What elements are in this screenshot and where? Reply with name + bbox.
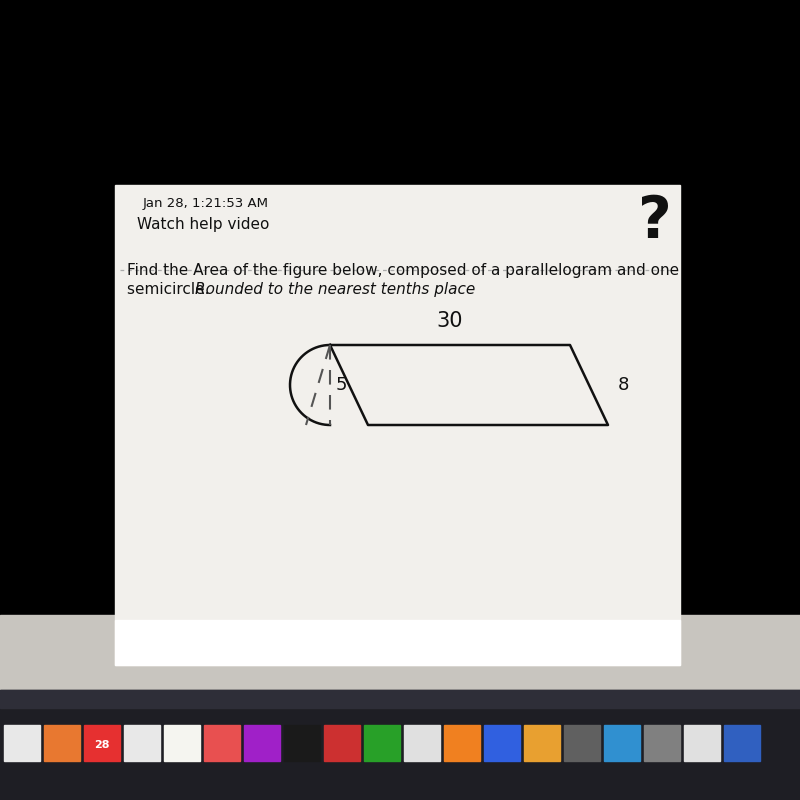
Bar — [124, 725, 160, 761]
Bar — [44, 725, 80, 761]
Text: 30: 30 — [437, 311, 463, 331]
Text: 5: 5 — [336, 376, 347, 394]
Bar — [484, 725, 520, 761]
Bar — [204, 725, 240, 761]
Bar — [404, 725, 440, 761]
Bar — [564, 725, 600, 761]
Bar — [0, 690, 800, 800]
Text: 8: 8 — [618, 376, 630, 394]
Bar — [644, 725, 680, 761]
Text: semicircle.: semicircle. — [127, 282, 214, 297]
Text: Find the Area of the figure below, composed of a parallelogram and one: Find the Area of the figure below, compo… — [127, 263, 679, 278]
Bar — [524, 725, 560, 761]
Bar — [0, 0, 800, 615]
Bar — [244, 725, 280, 761]
Bar — [0, 690, 800, 800]
Bar — [115, 185, 680, 665]
Bar — [84, 725, 120, 761]
Text: 28: 28 — [94, 740, 110, 750]
Bar — [4, 725, 40, 761]
Bar — [604, 725, 640, 761]
Bar — [684, 725, 720, 761]
Bar — [444, 725, 480, 761]
Text: ?: ? — [638, 194, 672, 250]
Bar — [0, 615, 800, 690]
Bar — [324, 725, 360, 761]
Bar — [164, 725, 200, 761]
Text: Rounded to the nearest tenths place: Rounded to the nearest tenths place — [195, 282, 475, 297]
Bar — [724, 725, 760, 761]
Bar — [284, 725, 320, 761]
Bar — [364, 725, 400, 761]
Text: Jan 28, 1:21:53 AM: Jan 28, 1:21:53 AM — [143, 197, 269, 210]
Bar — [0, 690, 800, 708]
Bar — [115, 620, 680, 665]
Text: Watch help video: Watch help video — [137, 217, 270, 232]
